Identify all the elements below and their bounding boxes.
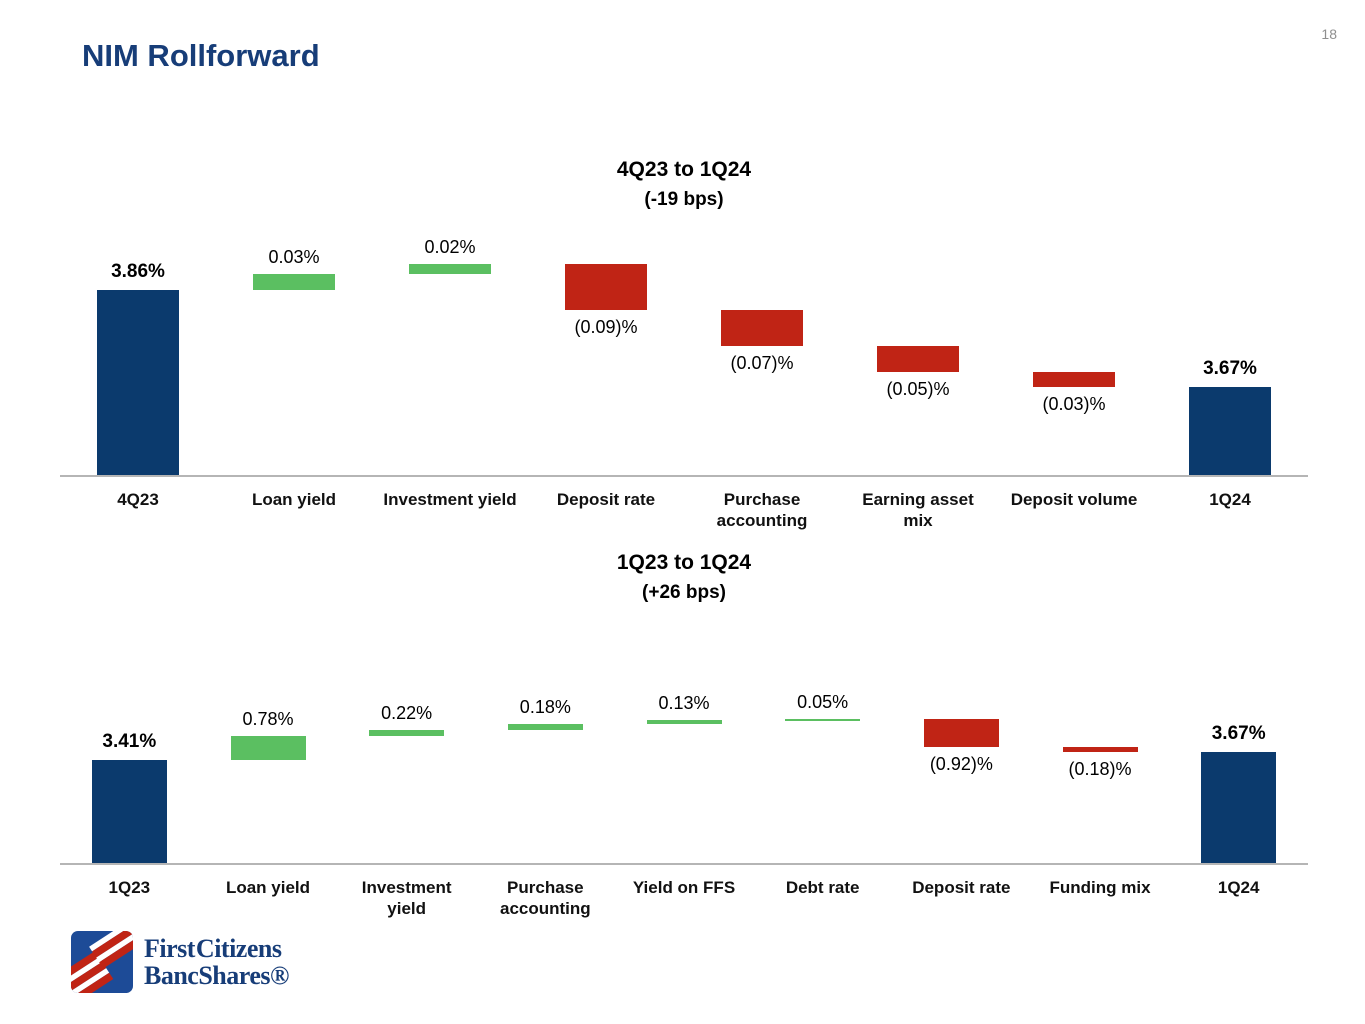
bar-value-label: 0.02% [424,236,476,257]
bar-value-label: 3.67% [1211,723,1266,744]
waterfall-bar [409,263,491,275]
logo-line1: First Citizens [144,934,282,963]
waterfall-bar [507,724,583,730]
waterfall-bar [253,274,335,290]
bar-value-label: 3.67% [1203,358,1257,380]
waterfall-bar [230,736,306,760]
logo-line2: BancShares® [144,961,289,990]
waterfall-bar [721,310,803,347]
waterfall-bar [91,759,167,863]
category-label: Purchase accounting [499,878,591,918]
waterfall-bar [785,718,861,721]
bar-value-label: 3.41% [102,730,157,752]
category-label: Funding mix [1049,878,1151,897]
company-logo: First Citizens BancShares® [70,930,289,994]
category-label: Yield on FFS [632,878,736,897]
chart-subtitle: (+26 bps) [642,582,726,603]
category-label: Earning asset mix [862,490,974,530]
bar-value-label: 0.13% [658,693,710,714]
plot-area: 3.86% 0.03% 0.02% (0.09)% (0.07)% (0.05)% (0.0… [60,233,1308,477]
category-label: Loan yield [251,490,337,509]
category-label: 1Q24 [1217,878,1260,897]
chart-title: 1Q23 to 1Q24 [616,551,752,574]
logo-text: First Citizens BancShares® [144,935,289,989]
category-label: Deposit volume [1010,490,1138,509]
bar-value-label: (0.03)% [1042,394,1106,415]
category-label: 4Q23 [117,490,159,509]
chart-title: 4Q23 to 1Q24 [616,158,752,181]
category-label: Purchase accounting [716,490,808,530]
category-label: Debt rate [785,878,860,897]
bar-value-label: (0.18)% [1068,759,1132,779]
waterfall-bar [565,263,647,311]
waterfall-chart-4q23-to-1q24: 4Q23 to 1Q24 (-19 bps) 3.86% 0.03% 0.02% (0… [60,158,1308,541]
category-label: 1Q24 [1209,490,1251,509]
waterfall-bar [923,718,999,747]
waterfall-bar [97,289,179,475]
waterfall-bar [369,729,445,737]
category-label: Deposit rate [912,878,1011,897]
waterfall-bar [1189,387,1271,475]
bar-value-label: (0.92)% [929,753,993,774]
bar-value-label: (0.05)% [886,379,950,400]
waterfall-bar [877,346,959,372]
logo-mark-icon [71,931,133,993]
waterfall-bar [646,720,722,725]
plot-area: 3.41% 0.78% 0.22% 0.18% 0.13% 0.05% (0.92)% (0.… [60,692,1308,865]
page-number: 18 [1321,26,1337,42]
bar-value-label: 0.22% [381,702,433,723]
category-label: Investment yield [383,490,517,509]
bar-value-label: 0.18% [519,697,571,718]
category-label: Investment yield [361,878,452,918]
category-label: 1Q23 [108,878,151,897]
waterfall-bar [1033,372,1115,388]
waterfall-bar [1201,752,1277,863]
waterfall-bar [1062,746,1138,752]
bar-value-label: (0.09)% [574,317,638,338]
chart-subtitle: (-19 bps) [644,189,724,210]
waterfall-chart-1q23-to-1q24: 1Q23 to 1Q24 (+26 bps) 3.41% 0.78% 0.22% 0.… [60,551,1308,929]
bar-value-label: 0.03% [268,247,320,268]
bar-value-label: 0.78% [242,709,294,730]
category-label: Loan yield [225,878,311,897]
category-label: Deposit rate [556,490,656,509]
category-axis: 1Q23 Loan yield Investment yield Purchase acc… [60,877,1308,929]
bar-value-label: 0.05% [797,691,849,712]
bar-value-label: (0.07)% [730,353,794,374]
category-axis: 4Q23 Loan yield Investment yield Deposit ra… [60,489,1308,541]
page-title: NIM Rollforward [82,38,320,73]
bar-value-label: 3.86% [111,260,165,282]
